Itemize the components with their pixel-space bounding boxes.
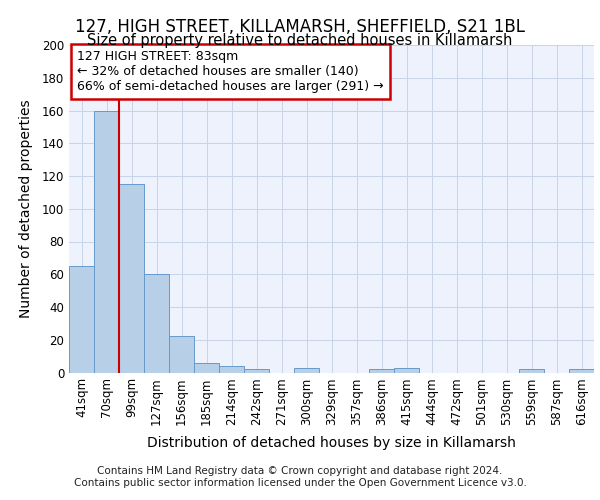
Bar (144, 274, 169, 372)
Text: Contains HM Land Registry data © Crown copyright and database right 2024.
Contai: Contains HM Land Registry data © Crown c… (74, 466, 526, 487)
Bar (169, 336, 194, 372)
Bar (394, 368, 419, 372)
Bar (519, 369, 544, 372)
Text: 127 HIGH STREET: 83sqm
← 32% of detached houses are smaller (140)
66% of semi-de: 127 HIGH STREET: 83sqm ← 32% of detached… (77, 50, 383, 93)
Bar (194, 362, 219, 372)
Text: 127, HIGH STREET, KILLAMARSH, SHEFFIELD, S21 1BL: 127, HIGH STREET, KILLAMARSH, SHEFFIELD,… (75, 18, 525, 36)
Bar (244, 369, 269, 372)
Y-axis label: Number of detached properties: Number of detached properties (19, 100, 34, 318)
Bar (294, 368, 319, 372)
Bar (569, 369, 594, 372)
Bar (69, 266, 94, 372)
Bar (369, 369, 394, 372)
Bar (94, 110, 119, 372)
Text: Size of property relative to detached houses in Killamarsh: Size of property relative to detached ho… (88, 32, 512, 48)
X-axis label: Distribution of detached houses by size in Killamarsh: Distribution of detached houses by size … (147, 436, 516, 450)
Bar (219, 366, 244, 372)
Bar (119, 184, 144, 372)
